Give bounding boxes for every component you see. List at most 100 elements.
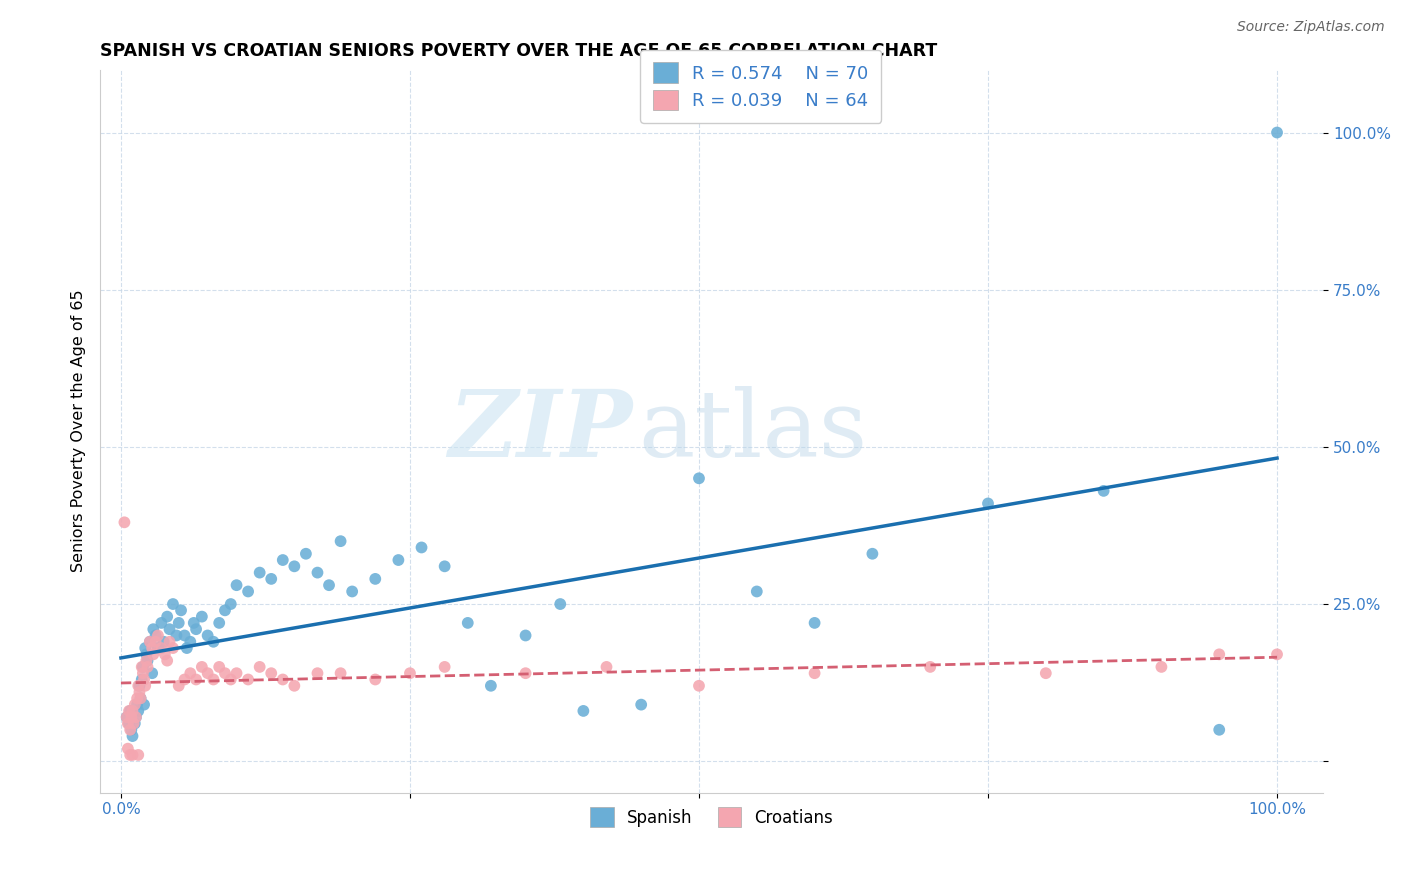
Point — [387, 553, 409, 567]
Point — [120, 710, 142, 724]
Point — [260, 572, 283, 586]
Point — [479, 679, 502, 693]
Point — [139, 634, 162, 648]
Point — [150, 615, 173, 630]
Point — [1208, 723, 1230, 737]
Point — [134, 641, 156, 656]
Point — [120, 723, 142, 737]
Point — [236, 584, 259, 599]
Point — [307, 566, 329, 580]
Point — [132, 698, 155, 712]
Point — [118, 704, 141, 718]
Point — [433, 559, 456, 574]
Point — [191, 609, 214, 624]
Point — [125, 710, 148, 724]
Point — [271, 553, 294, 567]
Point — [515, 666, 537, 681]
Point — [208, 615, 231, 630]
Point — [688, 471, 710, 485]
Point — [1265, 648, 1288, 662]
Point — [127, 691, 149, 706]
Point — [136, 654, 159, 668]
Legend: Spanish, Croatians: Spanish, Croatians — [582, 799, 841, 835]
Point — [329, 666, 352, 681]
Point — [162, 597, 184, 611]
Y-axis label: Seniors Poverty Over the Age of 65: Seniors Poverty Over the Age of 65 — [72, 290, 86, 573]
Point — [142, 648, 165, 662]
Point — [1208, 648, 1230, 662]
Point — [1150, 660, 1173, 674]
Point — [139, 634, 162, 648]
Point — [135, 648, 157, 662]
Point — [219, 597, 242, 611]
Point — [156, 609, 179, 624]
Point — [329, 534, 352, 549]
Point — [433, 660, 456, 674]
Point — [124, 716, 146, 731]
Point — [120, 704, 142, 718]
Point — [127, 679, 149, 693]
Point — [249, 566, 271, 580]
Point — [131, 660, 153, 674]
Point — [156, 654, 179, 668]
Point — [595, 660, 617, 674]
Point — [340, 584, 363, 599]
Point — [803, 666, 825, 681]
Point — [173, 628, 195, 642]
Point — [399, 666, 422, 681]
Point — [150, 641, 173, 656]
Point — [260, 666, 283, 681]
Point — [364, 673, 387, 687]
Point — [120, 747, 142, 762]
Point — [202, 634, 225, 648]
Text: SPANISH VS CROATIAN SENIORS POVERTY OVER THE AGE OF 65 CORRELATION CHART: SPANISH VS CROATIAN SENIORS POVERTY OVER… — [100, 42, 938, 60]
Point — [142, 622, 165, 636]
Point — [179, 634, 201, 648]
Point — [115, 710, 138, 724]
Point — [411, 541, 433, 555]
Point — [271, 673, 294, 687]
Point — [630, 698, 652, 712]
Point — [214, 666, 236, 681]
Text: Source: ZipAtlas.com: Source: ZipAtlas.com — [1237, 20, 1385, 34]
Point — [132, 660, 155, 674]
Point — [977, 496, 1000, 510]
Point — [117, 716, 139, 731]
Text: atlas: atlas — [638, 386, 868, 476]
Point — [141, 641, 163, 656]
Point — [183, 615, 205, 630]
Point — [318, 578, 340, 592]
Point — [688, 679, 710, 693]
Point — [803, 615, 825, 630]
Point — [364, 572, 387, 586]
Point — [159, 622, 181, 636]
Point — [127, 704, 149, 718]
Point — [283, 559, 305, 574]
Point — [283, 679, 305, 693]
Point — [197, 666, 219, 681]
Point — [120, 723, 142, 737]
Point — [745, 584, 768, 599]
Point — [457, 615, 479, 630]
Point — [145, 634, 167, 648]
Point — [134, 679, 156, 693]
Point — [184, 673, 207, 687]
Point — [1035, 666, 1057, 681]
Point — [146, 628, 169, 642]
Point — [129, 691, 152, 706]
Point — [152, 634, 174, 648]
Point — [118, 716, 141, 731]
Point — [214, 603, 236, 617]
Point — [117, 741, 139, 756]
Point — [167, 615, 190, 630]
Point — [145, 628, 167, 642]
Point — [1092, 483, 1115, 498]
Point — [197, 628, 219, 642]
Point — [572, 704, 595, 718]
Point — [170, 603, 193, 617]
Point — [131, 673, 153, 687]
Point — [127, 747, 149, 762]
Point — [202, 673, 225, 687]
Point — [1265, 126, 1288, 140]
Point — [141, 666, 163, 681]
